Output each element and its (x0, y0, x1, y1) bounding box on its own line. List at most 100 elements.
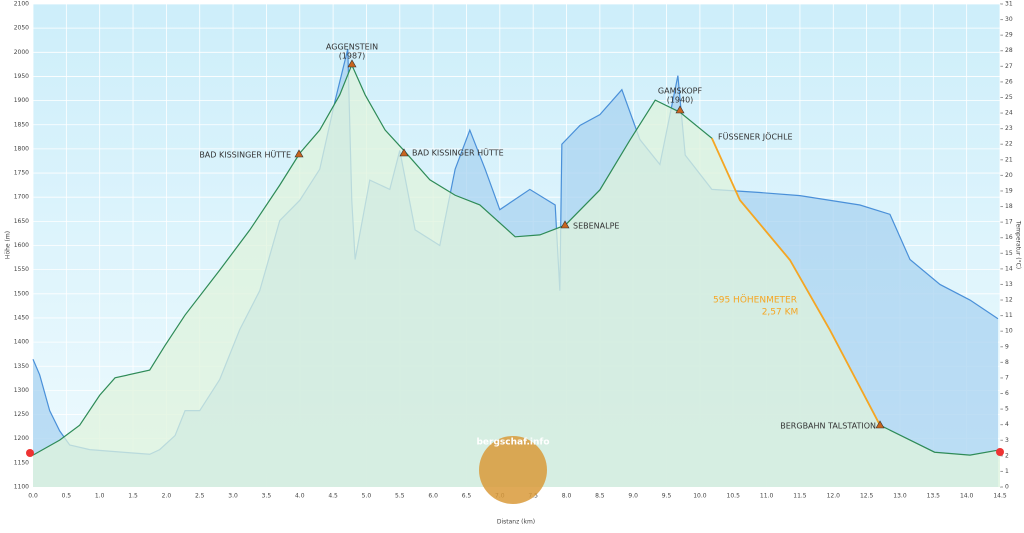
x-tick-label: 5.0 (362, 493, 372, 500)
annotation: BAD KISSINGER HÜTTE (412, 148, 504, 158)
y2-tick-label: 7 (1005, 374, 1009, 381)
y2-tick-label: 11 (1005, 312, 1013, 319)
y-tick-label: 1150 (14, 459, 29, 466)
highlight-line (711, 137, 881, 426)
y-tick-label: 1200 (14, 435, 29, 442)
y-tick-label: 1700 (14, 194, 29, 201)
x-tick-label: 0.5 (62, 493, 72, 500)
y2-tick-label: 14 (1005, 265, 1013, 272)
x-tick-label: 9.0 (628, 493, 638, 500)
y2-tick-label: 21 (1005, 156, 1013, 163)
annotation: BAD KISSINGER HÜTTE (199, 150, 291, 160)
y2-tick-label: 6 (1005, 390, 1009, 397)
y2-tick-label: 26 (1005, 78, 1013, 85)
annotation: 595 HÖHENMETER (713, 295, 797, 306)
x-tick-label: 11.0 (760, 493, 774, 500)
x-tick-label: 6.5 (462, 493, 472, 500)
y-tick-label: 1500 (14, 290, 29, 297)
logo (479, 436, 547, 504)
y2-tick-label: 2 (1005, 452, 1009, 459)
y-axis-label: Höhe (m) (5, 231, 12, 259)
y2-tick-label: 4 (1005, 421, 1009, 428)
x-tick-label: 1.0 (95, 493, 105, 500)
marker-icon (560, 220, 570, 229)
x-tick-label: 5.5 (395, 493, 405, 500)
annotation: bergschaf.info (476, 438, 549, 448)
annotation: BERGBAHN TALSTATION (780, 422, 876, 431)
x-tick-label: 13.0 (893, 493, 907, 500)
y2-tick-label: 25 (1005, 94, 1013, 101)
annotation: (1987) (339, 52, 366, 61)
annotation: FÜSSENER JÖCHLE (718, 132, 793, 142)
marker-icon (675, 105, 685, 114)
y2-axis-label: Temperatur (°C) (1015, 220, 1022, 269)
y2-tick-label: 24 (1005, 110, 1013, 117)
annotation: (1940) (667, 96, 694, 105)
marker-icon (347, 59, 357, 68)
y-tick-label: 1250 (14, 411, 29, 418)
marker-icon (875, 420, 885, 429)
y-tick-label: 1650 (14, 218, 29, 225)
x-tick-label: 13.5 (927, 493, 941, 500)
x-tick-label: 1.5 (128, 493, 138, 500)
y-tick-label: 1450 (14, 314, 29, 321)
y2-tick-label: 28 (1005, 47, 1013, 54)
y-tick-label: 1950 (14, 73, 29, 80)
y2-tick-label: 0 (1005, 484, 1009, 491)
x-tick-label: 12.0 (827, 493, 841, 500)
x-tick-label: 8.5 (595, 493, 605, 500)
annotation: GAMSKOPF (658, 87, 703, 96)
x-tick-label: 10.5 (727, 493, 741, 500)
y-tick-label: 1100 (14, 484, 29, 491)
x-tick-label: 11.5 (793, 493, 807, 500)
annotation: 2,57 KM (762, 308, 799, 318)
y-tick-label: 1300 (14, 387, 29, 394)
y2-tick-label: 8 (1005, 359, 1009, 366)
y2-tick-label: 29 (1005, 32, 1013, 39)
y2-tick-label: 31 (1005, 1, 1013, 8)
x-axis-label: Distanz (km) (497, 519, 535, 526)
x-tick-label: 4.0 (295, 493, 305, 500)
annotation: AGGENSTEIN (326, 43, 378, 52)
y-tick-label: 1550 (14, 266, 29, 273)
x-tick-label: 12.5 (860, 493, 874, 500)
y2-tick-label: 5 (1005, 406, 1009, 413)
marker-icon (294, 149, 304, 158)
x-tick-label: 2.0 (162, 493, 172, 500)
y2-tick-label: 12 (1005, 297, 1013, 304)
marker-icon (399, 148, 409, 157)
y2-tick-label: 1 (1005, 468, 1009, 475)
x-tick-label: 14.5 (993, 493, 1007, 500)
y-tick-label: 1600 (14, 242, 29, 249)
end-marker (996, 448, 1004, 456)
area (33, 64, 1000, 487)
y2-tick-label: 23 (1005, 125, 1013, 132)
y2-tick-label: 20 (1005, 172, 1013, 179)
y2-tick-label: 22 (1005, 141, 1013, 148)
y2-tick-label: 18 (1005, 203, 1013, 210)
y2-tick-label: 17 (1005, 219, 1013, 226)
x-tick-label: 3.0 (228, 493, 238, 500)
y-tick-label: 1800 (14, 145, 29, 152)
y2-tick-label: 19 (1005, 187, 1013, 194)
y2-tick-label: 16 (1005, 234, 1013, 241)
x-tick-label: 14.0 (960, 493, 974, 500)
y2-tick-label: 3 (1005, 437, 1009, 444)
x-tick-label: 10.0 (693, 493, 707, 500)
y-tick-label: 1850 (14, 121, 29, 128)
start-marker (26, 449, 34, 457)
x-tick-label: 4.5 (328, 493, 338, 500)
annotation: SEBENALPE (573, 222, 619, 231)
y2-tick-label: 15 (1005, 250, 1013, 257)
x-tick-label: 6.0 (428, 493, 438, 500)
y2-tick-label: 13 (1005, 281, 1013, 288)
x-tick-label: 9.5 (662, 493, 672, 500)
y2-tick-label: 27 (1005, 63, 1013, 70)
x-tick-label: 8.0 (562, 493, 572, 500)
y-tick-label: 2000 (14, 49, 29, 56)
y-tick-label: 1400 (14, 339, 29, 346)
x-tick-label: 2.5 (195, 493, 205, 500)
y-tick-label: 2100 (14, 1, 29, 8)
